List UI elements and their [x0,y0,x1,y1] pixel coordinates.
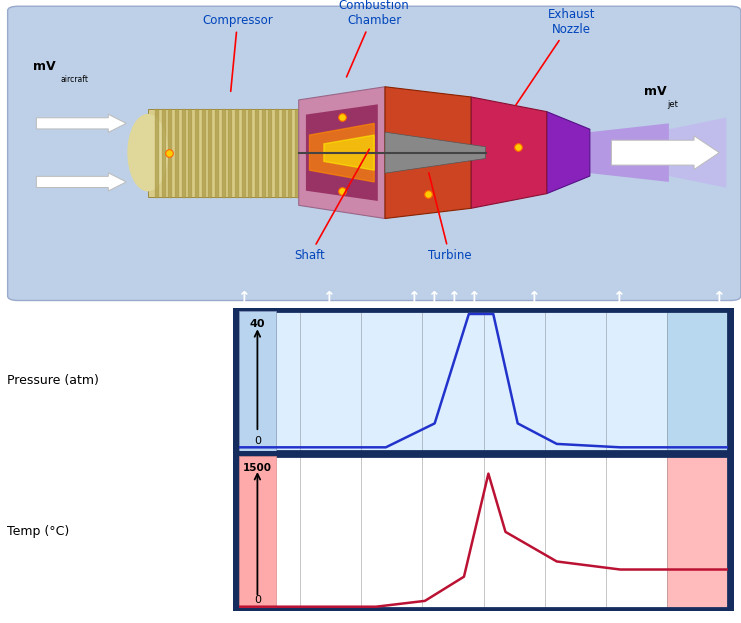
Bar [188,109,191,197]
Text: ↑: ↑ [612,290,625,305]
Bar [242,109,245,197]
Bar [262,109,265,197]
Bar [147,109,299,197]
Bar [248,109,251,197]
Bar [282,109,285,197]
Text: ↑: ↑ [467,290,480,305]
FancyBboxPatch shape [7,6,741,300]
Text: Temp (°C): Temp (°C) [7,525,70,538]
Bar [255,109,258,197]
Polygon shape [669,118,726,188]
FancyArrow shape [36,114,126,133]
Bar [295,109,298,197]
Text: Turbine: Turbine [428,173,471,262]
Text: jet: jet [668,100,678,109]
Bar [239,311,276,451]
Bar [208,109,211,197]
Bar [228,109,231,197]
Text: ↑: ↑ [712,290,725,305]
Bar [667,311,728,451]
Text: aircraft: aircraft [60,75,88,84]
Text: Shaft: Shaft [294,149,369,262]
Text: Pressure (atm): Pressure (atm) [7,374,99,388]
Bar [215,109,218,197]
Polygon shape [471,97,547,208]
Bar [288,109,291,197]
Polygon shape [590,123,669,182]
Text: mV: mV [644,85,666,98]
Text: ↑: ↑ [407,290,420,305]
Text: Exhaust
Nozzle: Exhaust Nozzle [516,7,596,105]
Ellipse shape [128,115,167,191]
Bar [202,109,205,197]
Bar [168,109,171,197]
Text: ↑: ↑ [322,290,335,305]
Polygon shape [306,104,378,201]
Polygon shape [385,87,471,219]
Bar [155,109,158,197]
Bar [175,109,178,197]
Text: ↑: ↑ [527,290,540,305]
Polygon shape [299,87,385,219]
Bar [239,456,276,608]
Bar [235,109,238,197]
Bar [268,109,271,197]
Text: Combustion
Chamber: Combustion Chamber [339,0,410,77]
FancyArrow shape [611,136,720,169]
Bar [275,109,278,197]
Bar [222,109,225,197]
FancyArrow shape [36,173,126,191]
Polygon shape [310,123,374,182]
Polygon shape [385,132,485,173]
Text: mV: mV [33,60,56,73]
Bar [667,456,728,608]
Text: ↑: ↑ [237,290,250,305]
Text: 1500: 1500 [243,463,272,473]
Polygon shape [324,135,374,170]
Bar [182,109,185,197]
Text: 40: 40 [250,318,265,329]
Text: Compressor: Compressor [202,14,273,92]
Bar [162,109,165,197]
Text: 0: 0 [254,436,261,446]
Text: ↑: ↑ [427,290,440,305]
Bar [195,109,198,197]
Text: 0: 0 [254,596,261,606]
Text: ↑: ↑ [447,290,460,305]
Polygon shape [547,112,590,194]
